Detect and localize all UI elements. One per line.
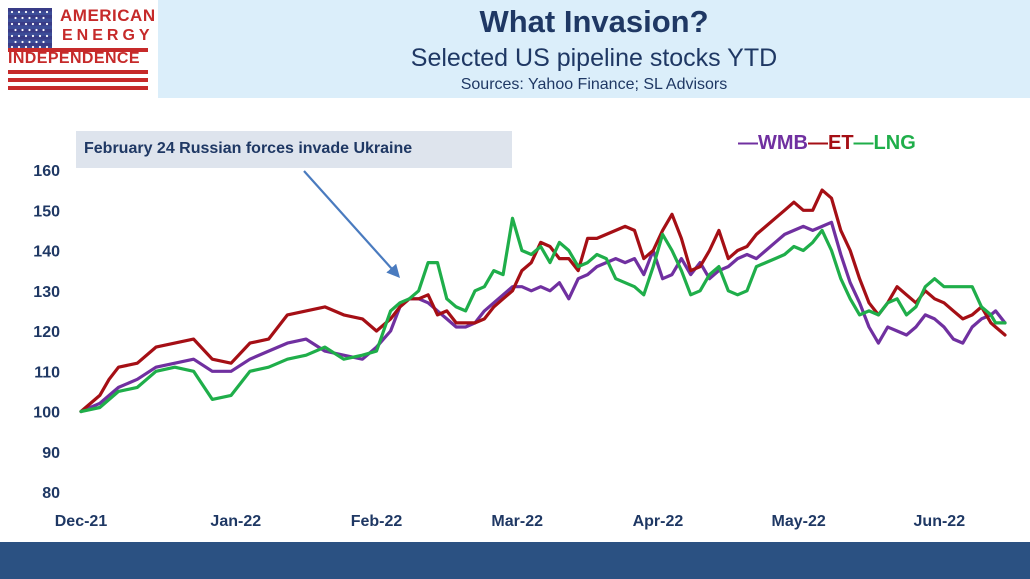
series-line-lng <box>79 216 1007 414</box>
legend-entry-lng: —LNG <box>853 132 916 154</box>
y-tick-label: 130 <box>33 284 60 301</box>
y-tick-label: 90 <box>42 445 60 462</box>
annotation-arrow <box>303 170 401 278</box>
x-tick-label: Mar-22 <box>491 513 543 530</box>
chart-subtitle: Selected US pipeline stocks YTD <box>410 44 778 72</box>
y-tick-label: 150 <box>33 203 60 220</box>
chart-legend: —WMB—ET—LNG <box>738 132 916 155</box>
footer-band <box>0 542 1030 579</box>
logo-rule-base <box>8 86 148 90</box>
logo-text-independence: INDEPENDENCE <box>8 50 140 67</box>
x-tick-label: Apr-22 <box>633 513 684 530</box>
logo: AMERICAN ENERGY INDEPENDENCE <box>0 0 158 98</box>
y-tick-label: 100 <box>33 405 60 422</box>
y-tick-label: 80 <box>42 485 60 502</box>
legend-entry-wmb: —WMB <box>738 132 808 154</box>
logo-text-energy: ENERGY <box>62 27 154 44</box>
series-line-et <box>79 188 1007 414</box>
american-flag-icon <box>8 8 52 50</box>
y-tick-label: 160 <box>33 163 60 180</box>
y-tick-label: 140 <box>33 244 60 261</box>
x-tick-label: Feb-22 <box>351 513 403 530</box>
series-line-wmb <box>79 220 1007 414</box>
legend-entry-et: —ET <box>807 132 854 154</box>
sources-note: Sources: Yahoo Finance; SL Advisors <box>460 76 728 93</box>
line-chart: 80 90 100 110 120 130 140 150 160 Dec-21 Jan-22 Feb… <box>33 163 1007 530</box>
x-tick-label: May-22 <box>771 513 825 530</box>
x-tick-label: Dec-21 <box>55 513 108 530</box>
logo-text-american: AMERICAN <box>60 6 156 25</box>
header-band <box>158 0 1030 98</box>
x-tick-label: Jun-22 <box>914 513 966 530</box>
x-tick-label: Jan-22 <box>210 513 261 530</box>
logo-rule-bottom <box>8 78 148 82</box>
annotation-box <box>76 131 512 168</box>
annotation-text: February 24 Russian forces invade Ukrain… <box>84 140 413 157</box>
logo-rule-top <box>8 48 148 52</box>
y-tick-label: 110 <box>34 364 60 381</box>
y-tick-label: 120 <box>33 324 60 341</box>
chart-title: What Invasion? <box>479 4 709 39</box>
logo-rule-middle <box>8 70 148 74</box>
